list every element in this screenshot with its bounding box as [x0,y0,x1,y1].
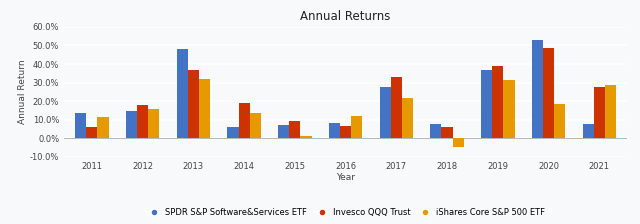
Bar [126,111,137,138]
Bar [75,113,86,138]
Bar [278,125,289,138]
Bar [391,77,402,138]
Bar [594,87,605,138]
Bar [177,49,188,138]
Bar [582,124,594,138]
Bar [481,71,492,138]
Title: Annual Returns: Annual Returns [300,10,391,23]
Bar [97,117,109,138]
Bar [250,113,261,138]
Bar [402,98,413,138]
Bar [300,136,312,138]
Bar [329,123,340,138]
Bar [188,71,199,138]
Bar [380,87,391,138]
X-axis label: Year: Year [336,173,355,182]
Legend: SPDR S&P Software&Services ETF, Invesco QQQ Trust, iShares Core S&P 500 ETF: SPDR S&P Software&Services ETF, Invesco … [143,205,548,220]
Bar [605,85,616,138]
Bar [554,104,565,138]
Bar [289,121,300,138]
Bar [492,66,504,138]
Bar [137,105,148,138]
Bar [148,109,159,138]
Bar [430,124,442,138]
Bar [532,40,543,138]
Bar [504,80,515,138]
Bar [199,79,210,138]
Bar [351,116,362,138]
Bar [442,127,452,138]
Bar [227,127,239,138]
Y-axis label: Annual Return: Annual Return [18,60,27,124]
Bar [543,48,554,138]
Bar [452,138,464,146]
Bar [239,103,250,138]
Bar [86,127,97,138]
Bar [340,126,351,138]
